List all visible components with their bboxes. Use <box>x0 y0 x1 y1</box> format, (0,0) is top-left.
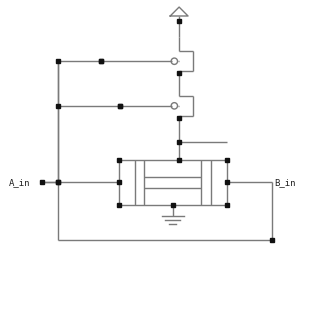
Text: B_in: B_in <box>275 178 296 187</box>
Text: A_in: A_in <box>9 178 30 187</box>
